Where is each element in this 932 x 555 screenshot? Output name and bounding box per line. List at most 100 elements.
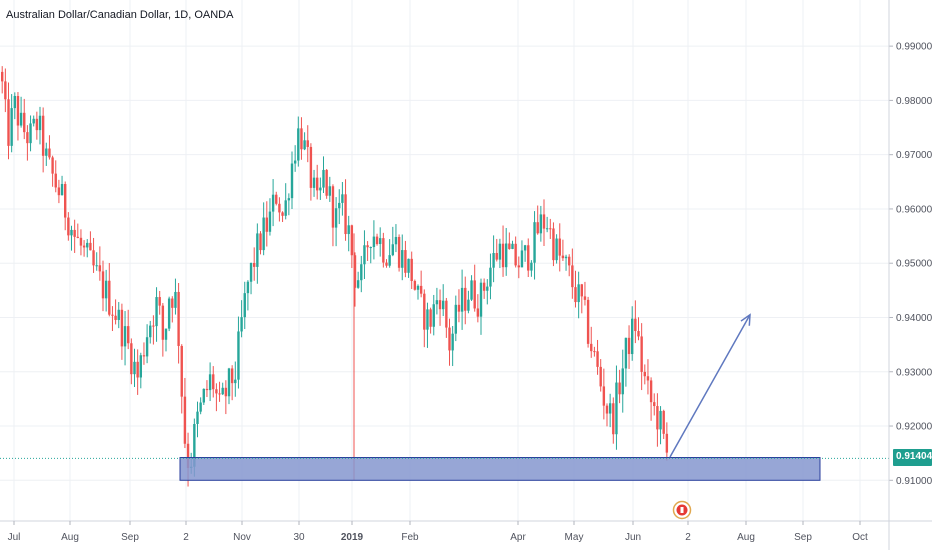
- event-marker[interactable]: [672, 500, 692, 520]
- y-tick-label: 0.93000: [896, 367, 932, 378]
- candle-up: [117, 309, 120, 320]
- drawing-overlays[interactable]: [0, 313, 889, 481]
- x-tick-label: Oct: [852, 532, 868, 543]
- candle-down: [171, 298, 174, 308]
- candle-up: [319, 187, 322, 191]
- candle-down: [16, 96, 20, 126]
- candle-up: [533, 222, 536, 263]
- candle-down: [429, 309, 432, 327]
- candle-down: [612, 403, 615, 435]
- candle-down: [586, 299, 590, 344]
- candle-down: [542, 214, 546, 229]
- candle-up: [199, 402, 202, 412]
- candle-down: [473, 280, 476, 309]
- candle-down: [438, 300, 442, 310]
- candle-down: [136, 361, 139, 378]
- support-zone-rectangle[interactable]: [179, 457, 821, 481]
- candle-down: [306, 140, 309, 147]
- time-axis[interactable]: Jul Aug Sep 2 Nov 30 2019 Feb Apr May Jun 2 Aug Sep Oc…: [0, 520, 932, 543]
- candle-up: [489, 267, 492, 287]
- candle-up: [401, 250, 404, 268]
- candle-up: [297, 128, 300, 161]
- candle-down: [646, 376, 650, 381]
- candle-up: [621, 368, 624, 395]
- candle-down: [300, 128, 303, 150]
- candle-up: [293, 160, 297, 164]
- candle-down: [404, 250, 407, 273]
- candle-down: [130, 343, 133, 375]
- candle-up: [234, 379, 237, 384]
- candle-down: [98, 265, 102, 272]
- last-price-tag: [893, 449, 932, 466]
- y-tick-label: 0.91000: [896, 476, 932, 487]
- candle-up: [356, 280, 360, 288]
- candle-down: [593, 351, 596, 353]
- candle-down: [127, 326, 130, 344]
- x-tick-label: 2: [183, 532, 189, 543]
- candle-down: [309, 146, 313, 188]
- candle-down: [353, 255, 357, 288]
- candle-down: [82, 245, 86, 248]
- candle-up: [262, 217, 265, 251]
- candle-down: [501, 243, 505, 268]
- candle-up: [338, 202, 341, 209]
- candle-up: [249, 262, 253, 282]
- candle-up: [523, 245, 527, 251]
- candle-down: [482, 282, 486, 291]
- y-tick-label: 0.94000: [896, 313, 932, 324]
- candle-down: [89, 242, 92, 251]
- candle-up: [498, 243, 502, 260]
- candle-down: [583, 296, 587, 300]
- candle-up: [256, 233, 259, 267]
- candle-up: [460, 287, 464, 312]
- candle-down: [574, 287, 577, 303]
- candle-down: [410, 258, 413, 281]
- candle-down: [177, 291, 180, 346]
- candle-up: [322, 169, 325, 188]
- candle-up: [454, 304, 457, 334]
- candle-up: [70, 229, 73, 236]
- candle-down: [514, 243, 517, 266]
- candle-up: [608, 403, 612, 414]
- candle-down: [552, 228, 555, 261]
- candle-up: [240, 317, 243, 332]
- last-price-label: 0.91404: [896, 451, 932, 462]
- candle-up: [60, 184, 64, 196]
- candle-down: [23, 112, 26, 133]
- candle-up: [577, 284, 580, 303]
- candle-down: [205, 388, 209, 391]
- candle-down: [114, 315, 117, 320]
- candle-up: [174, 291, 177, 308]
- candle-up: [32, 118, 35, 124]
- candle-up: [164, 328, 168, 340]
- x-tick-label: Jul: [8, 532, 21, 543]
- candle-down: [580, 284, 583, 297]
- candle-down: [108, 280, 111, 315]
- candle-down: [101, 271, 105, 299]
- candle-down: [275, 194, 278, 204]
- price-axis[interactable]: 0.91000 0.92000 0.93000 0.94000 0.95000 0.960…: [888, 0, 932, 550]
- candle-down: [325, 169, 328, 196]
- candle-down: [561, 255, 565, 259]
- candle-up: [38, 115, 42, 131]
- candle-down: [602, 386, 606, 406]
- candle-up: [221, 387, 224, 395]
- x-tick-label: 2: [685, 532, 691, 543]
- y-tick-label: 0.98000: [896, 96, 932, 107]
- candle-down: [375, 236, 379, 245]
- x-tick-label: Feb: [401, 532, 419, 543]
- candle-up: [227, 368, 231, 397]
- candle-up: [149, 325, 152, 338]
- candle-up: [45, 148, 48, 156]
- candle-down: [152, 325, 155, 327]
- candle-up: [511, 243, 514, 249]
- candle-down: [158, 297, 161, 306]
- candle-down: [48, 148, 51, 158]
- candle-down: [653, 402, 656, 407]
- projection-arrow-line[interactable]: [669, 314, 751, 458]
- candle-up: [432, 304, 435, 327]
- candle-down: [423, 293, 426, 330]
- x-tick-label: Sep: [794, 532, 812, 543]
